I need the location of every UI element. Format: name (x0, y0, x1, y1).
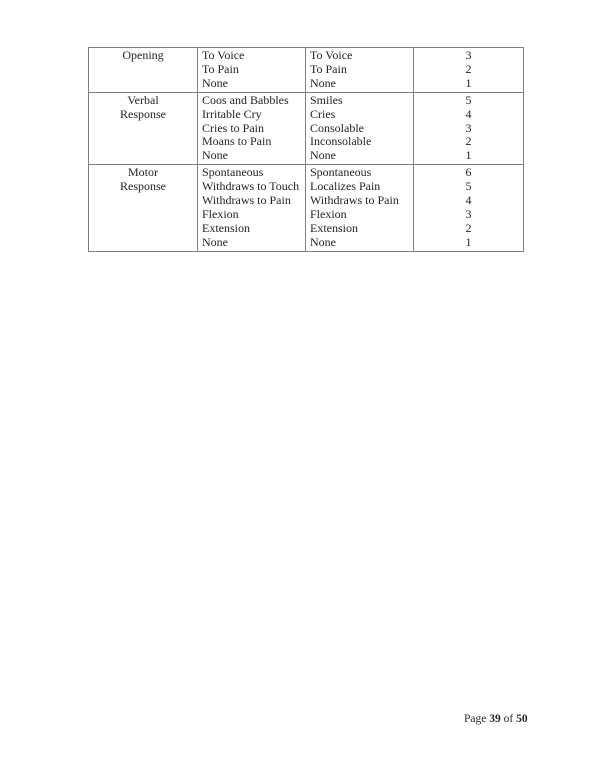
of-label: of (503, 713, 514, 725)
response-criteria-cell: Smiles Cries Consolable Inconsolable Non… (305, 91, 414, 166)
score-cell: 5 4 3 2 1 (413, 91, 524, 166)
page-number: 39 (489, 713, 501, 725)
coma-scale-table: Opening To Voice To Pain None To Voice T… (88, 47, 524, 252)
response-criteria-cell: To Voice To Pain None (197, 47, 306, 93)
score-cell: 6 5 4 3 2 1 (413, 164, 524, 252)
table-row-verbal-response: Verbal Response Coos and Babbles Irritab… (88, 91, 524, 166)
total-pages: 50 (516, 713, 528, 725)
table-row-opening: Opening To Voice To Pain None To Voice T… (88, 47, 524, 93)
response-criteria-cell: Coos and Babbles Irritable Cry Cries to … (197, 91, 306, 166)
category-cell: Opening (88, 47, 198, 93)
response-criteria-cell: To Voice To Pain None (305, 47, 414, 93)
score-cell: 3 2 1 (413, 47, 524, 93)
category-cell: Verbal Response (88, 91, 198, 166)
response-criteria-cell: Spontaneous Withdraws to Touch Withdraws… (197, 164, 306, 252)
page-footer: Page 39 of 50 (464, 713, 528, 726)
category-cell: Motor Response (88, 164, 198, 252)
response-criteria-cell: Spontaneous Localizes Pain Withdraws to … (305, 164, 414, 252)
table-row-motor-response: Motor Response Spontaneous Withdraws to … (88, 164, 524, 252)
page-label: Page (464, 713, 487, 725)
